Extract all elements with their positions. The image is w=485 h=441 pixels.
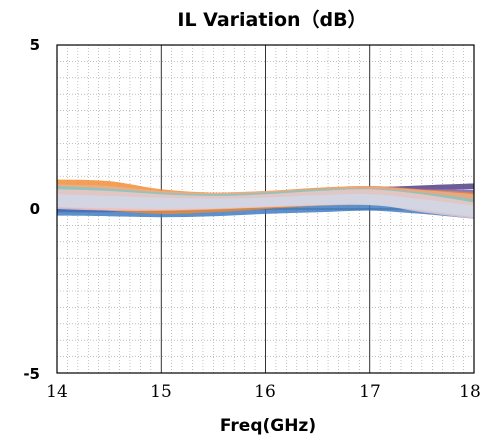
x-tick-label-14: 14 xyxy=(46,382,68,402)
x-tick-label-16: 16 xyxy=(254,382,276,402)
minor-grid xyxy=(57,45,474,373)
x-tick-label-17: 17 xyxy=(359,382,381,402)
y-tick-label-0: 0 xyxy=(30,200,40,218)
data-band-8 xyxy=(57,194,474,218)
x-tick-label-18: 18 xyxy=(459,382,481,402)
data-bands xyxy=(57,179,474,219)
y-tick-label-5: 5 xyxy=(30,36,40,54)
y-tick-label-minus5: -5 xyxy=(23,365,40,383)
x-axis-label: Freq(GHz) xyxy=(220,416,316,436)
chart-title: IL Variation（dB） xyxy=(177,8,366,31)
x-tick-label-15: 15 xyxy=(150,382,172,402)
plot-frame xyxy=(56,44,475,374)
